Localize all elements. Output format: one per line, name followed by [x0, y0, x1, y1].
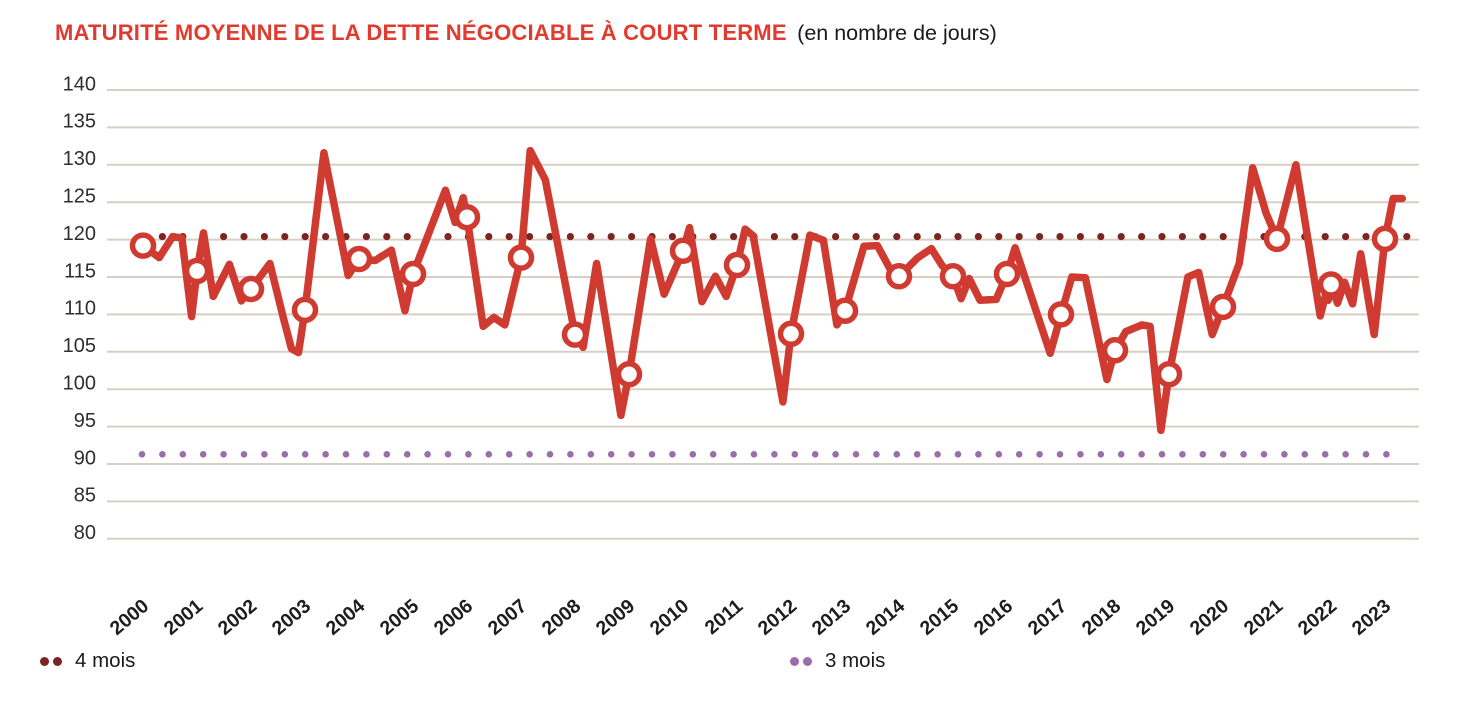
year-marker: [993, 260, 1021, 288]
y-tick-label: 95: [74, 410, 96, 432]
year-marker: [399, 260, 427, 288]
year-marker: [561, 321, 589, 348]
x-tick-label: 2020: [1186, 595, 1233, 640]
y-tick-label: 140: [63, 73, 96, 95]
page-title: MATURITÉ MOYENNE DE LA DETTE NÉGOCIABLE …: [55, 20, 787, 45]
x-tick-label: 2007: [484, 595, 531, 640]
year-marker: [939, 263, 967, 290]
legend-label-3-mois: 3 mois: [825, 649, 886, 672]
x-tick-label: 2013: [808, 595, 855, 640]
x-tick-label: 2021: [1240, 595, 1287, 640]
year-marker: [885, 263, 913, 290]
x-tick-label: 2009: [592, 595, 639, 640]
x-tick-label: 2004: [322, 595, 369, 640]
year-marker: [1101, 337, 1129, 364]
y-tick-label: 125: [63, 185, 96, 207]
legend-item-4-mois: 4 mois: [40, 648, 135, 674]
year-marker: [507, 244, 535, 271]
year-marker: [237, 275, 265, 303]
year-marker: [777, 320, 805, 348]
legend-label-4-mois: 4 mois: [75, 649, 136, 672]
reference-line-3-mois: [138, 451, 1390, 458]
legend-dots-4-mois-icon: [40, 656, 66, 666]
x-tick-label: 2012: [754, 595, 801, 640]
year-marker: [1371, 225, 1399, 253]
x-tick-label: 2000: [106, 595, 153, 640]
y-tick-label: 115: [64, 260, 96, 282]
x-tick-label: 2023: [1348, 595, 1395, 640]
legend-dots-3-mois-icon: [790, 656, 816, 666]
year-markers: [129, 203, 1399, 388]
x-tick-label: 2002: [214, 595, 261, 640]
y-tick-label: 105: [63, 335, 96, 357]
year-marker: [831, 297, 859, 324]
y-tick-label: 100: [63, 372, 96, 394]
year-marker: [1263, 225, 1291, 253]
x-tick-label: 2001: [160, 595, 207, 640]
year-marker: [1209, 293, 1237, 321]
x-tick-label: 2005: [376, 595, 423, 640]
x-tick-label: 2019: [1132, 595, 1179, 640]
year-marker: [291, 296, 319, 324]
y-tick-label: 110: [64, 298, 96, 320]
y-tick-label: 85: [74, 485, 96, 507]
x-tick-label: 2014: [862, 595, 909, 640]
y-tick-label: 90: [74, 447, 96, 469]
year-marker: [129, 232, 157, 259]
x-tick-label: 2010: [646, 595, 693, 640]
y-tick-label: 80: [74, 522, 96, 544]
x-tick-label: 2006: [430, 595, 477, 640]
x-tick-label: 2015: [916, 595, 963, 640]
year-marker: [1047, 301, 1075, 328]
x-axis-labels: 2000 2001 2002 2003 2004 2005 2006 2007 2008 2009…: [106, 595, 1395, 640]
year-marker: [723, 251, 751, 279]
x-tick-label: 2008: [538, 595, 585, 640]
year-marker: [669, 237, 697, 265]
y-axis-labels: 140 135 130 125 120 115 110 105 100 95 90 85 80: [63, 73, 96, 544]
y-tick-label: 135: [63, 111, 96, 133]
year-marker: [615, 360, 643, 388]
year-marker: [183, 257, 211, 285]
x-tick-label: 2016: [970, 595, 1017, 640]
chart-header: MATURITÉ MOYENNE DE LA DETTE NÉGOCIABLE …: [55, 20, 997, 46]
y-tick-label: 120: [63, 223, 96, 245]
year-marker: [453, 203, 481, 231]
x-tick-label: 2018: [1078, 595, 1125, 640]
year-marker: [345, 245, 373, 273]
x-tick-label: 2011: [701, 595, 748, 639]
x-tick-label: 2022: [1294, 595, 1341, 640]
y-tick-label: 130: [63, 148, 96, 170]
page-subtitle: (en nombre de jours): [797, 21, 997, 45]
year-marker: [1317, 271, 1345, 298]
x-tick-label: 2003: [268, 595, 315, 640]
year-marker: [1155, 360, 1183, 388]
legend-item-3-mois: 3 mois: [790, 648, 885, 674]
x-tick-label: 2017: [1024, 595, 1071, 640]
